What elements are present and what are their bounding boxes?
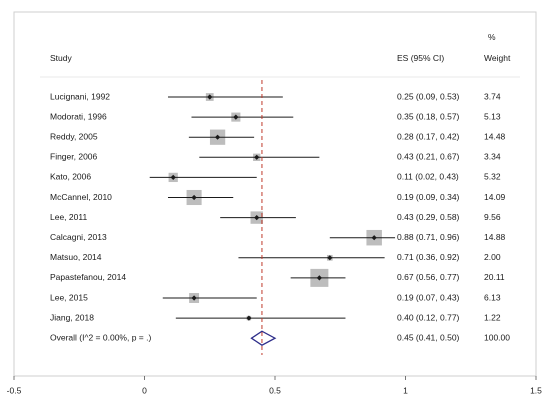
overall-diamond xyxy=(250,330,277,346)
point-estimate xyxy=(191,194,197,201)
header-study: Study xyxy=(50,53,72,63)
study-row: Reddy, 2005 0.28 (0.17, 0.42) 14.48 xyxy=(50,129,506,145)
point-estimate xyxy=(316,275,322,281)
study-label: Lucignani, 1992 xyxy=(50,91,110,101)
es-ci-label: 0.19 (0.07, 0.43) xyxy=(397,292,460,302)
x-tick-label: -0.5 xyxy=(7,385,22,395)
x-tick-label: 1.5 xyxy=(530,385,542,395)
weight-label: 5.13 xyxy=(484,111,501,121)
header-weight-percent: % xyxy=(488,32,496,42)
plot-frame xyxy=(13,11,537,377)
weight-label: 2.00 xyxy=(484,252,501,262)
weight-label: 9.56 xyxy=(484,212,501,222)
es-ci-label: 0.25 (0.09, 0.53) xyxy=(397,91,460,101)
x-tick-label: 1 xyxy=(403,385,408,395)
es-ci-label: 0.11 (0.02, 0.43) xyxy=(397,172,459,182)
study-label: Kato, 2006 xyxy=(50,172,91,182)
header-es: ES (95% CI) xyxy=(397,53,444,63)
study-label: Finger, 2006 xyxy=(50,152,98,162)
weight-label: 20.11 xyxy=(484,272,505,282)
weight-label: 14.09 xyxy=(484,192,506,202)
study-row: Lucignani, 1992 0.25 (0.09, 0.53) 3.74 xyxy=(50,91,501,101)
study-label: Papastefanou, 2014 xyxy=(50,272,126,282)
es-ci-label: 0.88 (0.71, 0.96) xyxy=(397,232,460,242)
study-label: Modorati, 1996 xyxy=(50,111,107,121)
point-estimate xyxy=(191,295,197,301)
point-estimate xyxy=(254,154,260,160)
study-row: Calcagni, 2013 0.88 (0.71, 0.96) 14.88 xyxy=(50,229,506,246)
study-label: Reddy, 2005 xyxy=(50,131,98,141)
study-row: Lee, 2011 0.43 (0.29, 0.58) 9.56 xyxy=(50,211,501,224)
study-row: Kato, 2006 0.11 (0.02, 0.43) 5.32 xyxy=(50,172,501,183)
point-estimate xyxy=(327,255,333,261)
weight-label: 3.34 xyxy=(484,152,501,162)
weight-label: 3.74 xyxy=(484,91,501,101)
header-weight: Weight xyxy=(484,53,511,63)
point-estimate xyxy=(170,174,176,180)
overall-weight-label: 100.00 xyxy=(484,332,510,342)
study-row: McCannel, 2010 0.19 (0.09, 0.34) 14.09 xyxy=(50,189,506,206)
study-row: Lee, 2015 0.19 (0.07, 0.43) 6.13 xyxy=(50,292,501,303)
weight-label: 6.13 xyxy=(484,292,501,302)
es-ci-label: 0.43 (0.21, 0.67) xyxy=(397,152,460,162)
point-estimate xyxy=(371,235,377,241)
overall-es-ci-label: 0.45 (0.41, 0.50) xyxy=(397,332,460,342)
weight-label: 5.32 xyxy=(484,172,501,182)
point-estimate xyxy=(233,114,239,120)
study-label: Matsuo, 2014 xyxy=(50,252,102,262)
es-ci-label: 0.28 (0.17, 0.42) xyxy=(397,131,460,141)
x-tick-label: 0.5 xyxy=(269,385,281,395)
weight-label: 14.88 xyxy=(484,232,506,242)
study-row: Matsuo, 2014 0.71 (0.36, 0.92) 2.00 xyxy=(50,252,501,262)
point-estimate xyxy=(246,315,252,321)
study-label: Calcagni, 2013 xyxy=(50,232,107,242)
study-label: Jiang, 2018 xyxy=(50,312,94,322)
x-tick-label: 0 xyxy=(142,385,147,395)
es-ci-label: 0.19 (0.09, 0.34) xyxy=(397,192,460,202)
study-row: Finger, 2006 0.43 (0.21, 0.67) 3.34 xyxy=(50,152,501,162)
study-label: Lee, 2011 xyxy=(50,212,87,222)
study-label: Lee, 2015 xyxy=(50,292,88,302)
study-row: Jiang, 2018 0.40 (0.12, 0.77) 1.22 xyxy=(50,312,501,322)
weight-label: 1.22 xyxy=(484,312,501,322)
es-ci-label: 0.40 (0.12, 0.77) xyxy=(397,312,460,322)
point-estimate xyxy=(207,94,213,100)
es-ci-label: 0.67 (0.56, 0.77) xyxy=(397,272,460,282)
weight-label: 14.48 xyxy=(484,131,506,141)
point-estimate xyxy=(254,215,260,221)
x-axis: -0.5 0 0.5 1 1.5 xyxy=(7,376,542,395)
study-label: McCannel, 2010 xyxy=(50,192,112,202)
es-ci-label: 0.43 (0.29, 0.58) xyxy=(397,212,460,222)
overall-layer: Overall (I^2 = 0.00%, p = .) 0.45 (0.41, … xyxy=(50,330,510,346)
point-estimate xyxy=(214,134,221,140)
rows-layer: Lucignani, 1992 0.25 (0.09, 0.53) 3.74 Modo… xyxy=(50,91,506,322)
study-row: Papastefanou, 2014 0.67 (0.56, 0.77) 20.11 xyxy=(50,268,505,287)
es-ci-label: 0.35 (0.18, 0.57) xyxy=(397,111,460,121)
es-ci-label: 0.71 (0.36, 0.92) xyxy=(397,252,460,262)
overall-label: Overall (I^2 = 0.00%, p = .) xyxy=(50,332,151,342)
study-row: Modorati, 1996 0.35 (0.18, 0.57) 5.13 xyxy=(50,111,501,122)
